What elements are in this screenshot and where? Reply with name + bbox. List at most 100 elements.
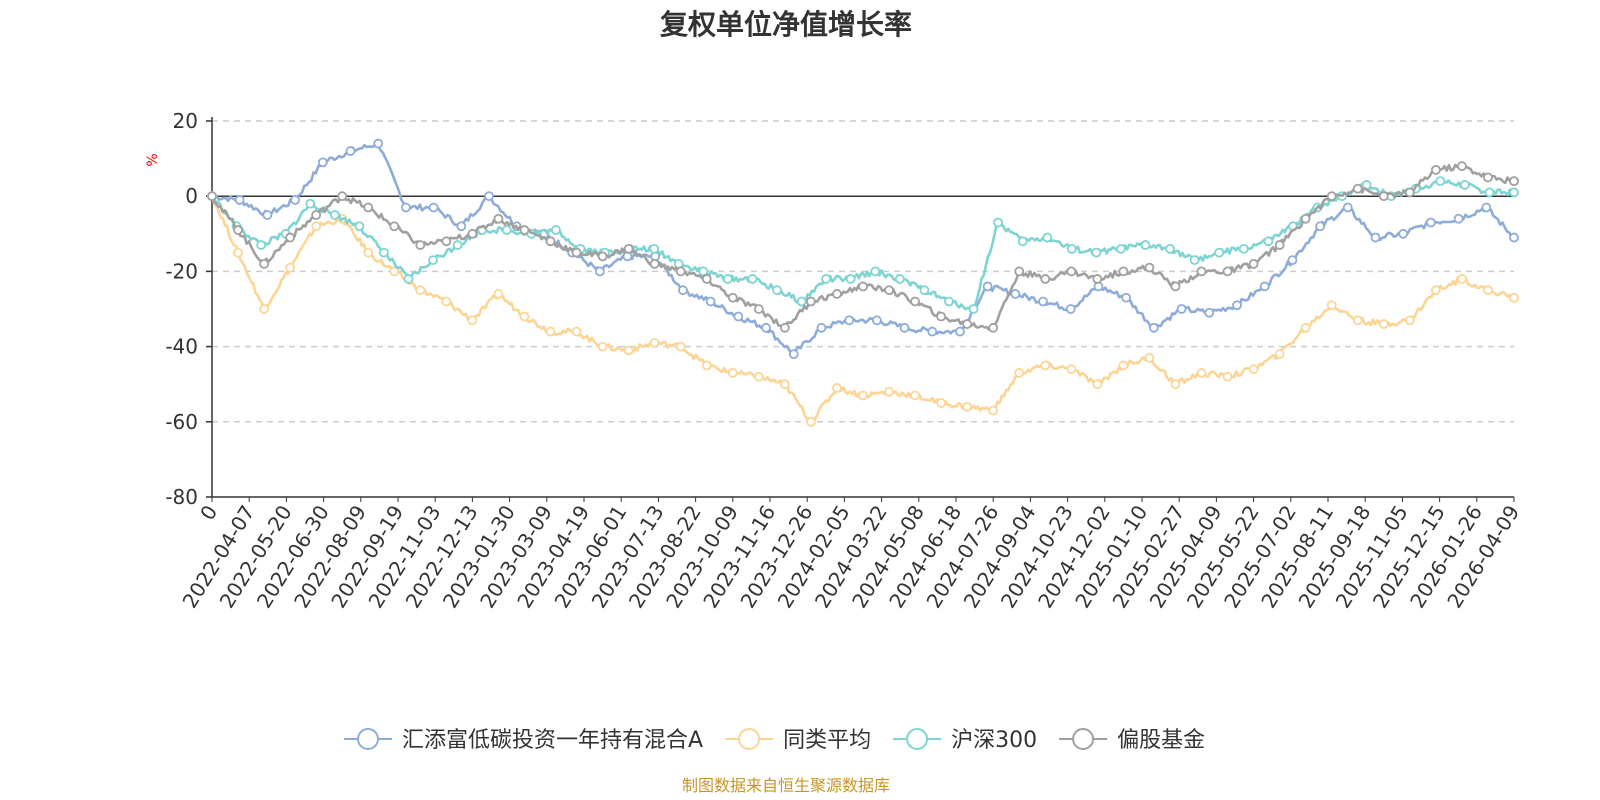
legend-item[interactable]: 汇添富低碳投资一年持有混合A (344, 728, 703, 753)
series-marker (788, 349, 799, 360)
series-line (211, 141, 1515, 355)
chart-title: 复权单位净值增长率 (660, 8, 912, 41)
series-marker (233, 247, 243, 258)
y-tick-label: -80 (165, 485, 198, 509)
series-marker (1170, 379, 1181, 390)
series-marker (379, 247, 389, 258)
legend-item[interactable]: 沪深300 (893, 728, 1037, 753)
y-tick-labels: 20 0 -20 -40 -60 -80 (165, 109, 198, 509)
series-marker (1010, 289, 1021, 299)
legend-label: 沪深300 (951, 728, 1037, 753)
series-marker (1483, 172, 1493, 183)
series-marker (1509, 292, 1519, 303)
series-marker (1148, 322, 1159, 333)
series-marker (910, 296, 920, 307)
series-marker (1144, 262, 1155, 273)
series-marker (1326, 191, 1337, 202)
series-marker (1165, 243, 1175, 254)
series-marker (389, 221, 400, 232)
series-marker (571, 247, 582, 258)
series-marker (1457, 274, 1467, 284)
series-marker (884, 386, 894, 397)
series-marker (452, 240, 463, 250)
series-marker (1453, 213, 1464, 224)
series-marker (317, 157, 328, 168)
series-marker (1017, 236, 1028, 247)
series-marker (1459, 180, 1470, 190)
series-marker (1092, 274, 1103, 284)
series-marker (256, 240, 267, 250)
series-marker (415, 285, 426, 296)
series-marker (1092, 379, 1103, 390)
series-marker (493, 289, 504, 299)
series-marker (1300, 322, 1311, 333)
series-marker (761, 322, 771, 333)
series-marker (832, 383, 842, 393)
series-marker (1014, 266, 1025, 277)
series-marker (649, 337, 660, 348)
series-marker (944, 296, 954, 307)
series-marker (1144, 352, 1155, 363)
series-marker (733, 311, 744, 322)
series-marker (968, 304, 979, 314)
legend-label: 偏股基金 (1117, 728, 1205, 753)
series-marker (919, 285, 930, 296)
series-marker (1040, 274, 1051, 284)
legend-item[interactable]: 同类平均 (725, 728, 871, 753)
y-tick-label: -40 (165, 335, 198, 359)
series-marker (415, 240, 426, 250)
series-marker (675, 341, 686, 352)
series-marker (456, 221, 467, 232)
series-marker (796, 296, 807, 307)
series-marker (1204, 307, 1215, 318)
y-tick-label: -60 (165, 410, 198, 434)
series-marker (1014, 368, 1025, 378)
axes (211, 117, 1514, 498)
series-marker (1232, 300, 1242, 311)
series-marker (597, 341, 608, 352)
series-marker (649, 243, 660, 254)
series-marker (649, 258, 660, 269)
series-marker (1300, 213, 1311, 224)
series-marker (1315, 221, 1325, 232)
series-marker (927, 326, 938, 337)
legend[interactable]: 汇添富低碳投资一年持有混合A 同类平均 沪深300 偏股基金 (344, 728, 1205, 753)
series-marker (519, 311, 530, 322)
series-line (210, 163, 1515, 331)
series-marker (1042, 232, 1053, 243)
series-lines (207, 138, 1519, 427)
series-marker (779, 322, 790, 333)
series-marker (1274, 240, 1285, 250)
series-marker (701, 360, 712, 371)
series-marker (329, 210, 340, 220)
series-marker (597, 251, 608, 262)
series-marker (259, 304, 269, 314)
series-marker (363, 202, 374, 213)
legend-item[interactable]: 偏股基金 (1059, 728, 1205, 753)
series-marker (1263, 236, 1274, 247)
series-marker (493, 213, 504, 224)
series-marker (1248, 364, 1259, 375)
series-marker (1189, 255, 1200, 266)
series-marker (401, 202, 411, 213)
y-tick-label: 20 (173, 109, 198, 133)
series-marker (1457, 161, 1467, 172)
series-marker (484, 191, 494, 202)
legend-label: 同类平均 (783, 728, 871, 753)
series-marker (354, 221, 365, 232)
legend-marker-icon (1072, 728, 1095, 750)
series-marker (988, 322, 999, 333)
series-marker (962, 401, 973, 412)
series-marker (1118, 266, 1129, 277)
series-marker (1065, 304, 1076, 314)
series-marker (816, 322, 827, 333)
series-marker (1196, 266, 1207, 277)
series-line (211, 177, 1515, 311)
series-marker (285, 262, 296, 273)
series-marker (1040, 360, 1051, 371)
series-marker (871, 315, 882, 326)
y-tick-label: -20 (165, 259, 198, 283)
series-marker (753, 304, 764, 314)
series-marker (779, 379, 790, 390)
